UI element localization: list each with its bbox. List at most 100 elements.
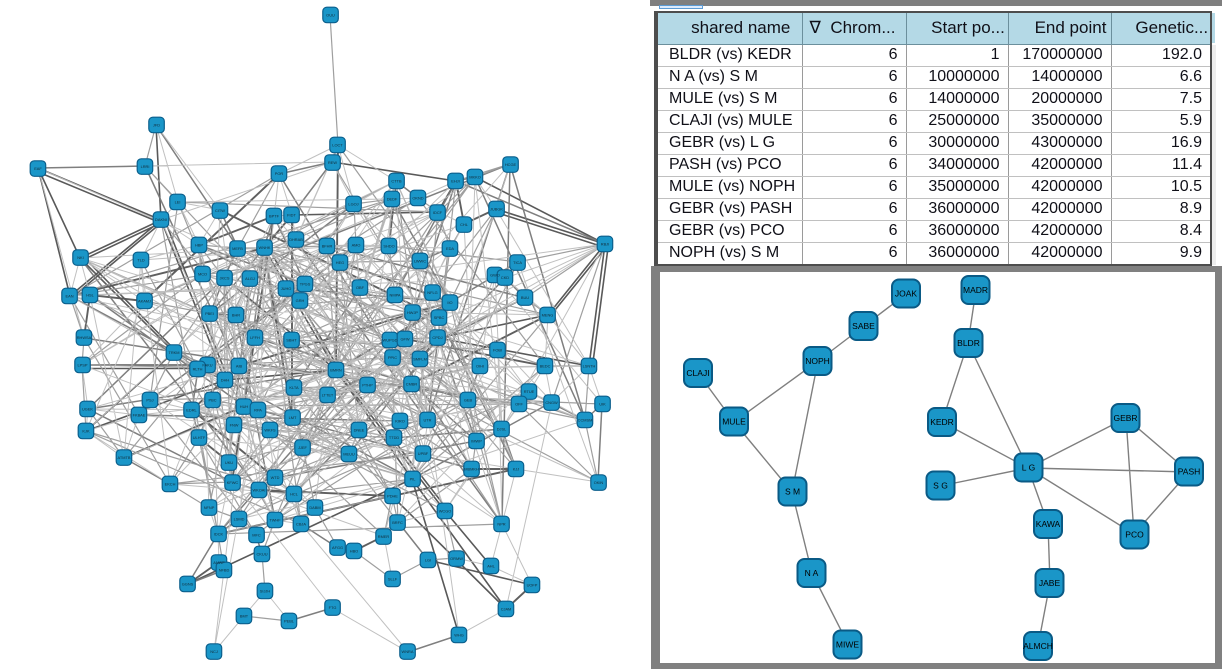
svg-text:NCJ: NCJ <box>210 649 218 654</box>
svg-text:UGEK: UGEK <box>82 407 93 412</box>
svg-text:GWO: GWO <box>490 273 500 278</box>
svg-text:BFHR: BFHR <box>322 244 333 249</box>
svg-text:BMRN: BMRN <box>330 368 342 373</box>
svg-text:SMFLM: SMFLM <box>413 357 427 362</box>
svg-text:JABE: JABE <box>1039 578 1061 588</box>
svg-text:FTG: FTG <box>329 605 337 610</box>
svg-text:TLD: TLD <box>137 258 145 263</box>
svg-text:RPA: RPA <box>254 408 262 413</box>
svg-text:S G: S G <box>933 481 948 491</box>
svg-text:WUPGD: WUPGD <box>383 338 398 343</box>
svg-text:NPR: NPR <box>497 522 505 527</box>
svg-text:KAWA: KAWA <box>1036 519 1061 529</box>
svg-text:BLDR: BLDR <box>957 338 980 348</box>
svg-text:WNHK: WNHK <box>259 245 271 250</box>
svg-text:MBMKH: MBMKH <box>464 467 479 472</box>
svg-text:JKCS: JKCS <box>220 276 230 281</box>
svg-text:HBP: HBP <box>195 243 203 248</box>
svg-text:SPBC: SPBC <box>434 315 445 320</box>
svg-text:GEBR: GEBR <box>1113 413 1137 423</box>
svg-text:UKU: UKU <box>225 460 233 465</box>
svg-text:NFLG: NFLG <box>427 290 437 295</box>
svg-text:HCGE: HCGE <box>505 162 517 167</box>
svg-text:UPBF: UPBF <box>418 451 429 456</box>
svg-text:DABM: DABM <box>309 505 320 510</box>
svg-text:DHRAB: DHRAB <box>289 237 303 242</box>
svg-text:MIWE: MIWE <box>836 640 859 650</box>
svg-text:LMT: LMT <box>289 415 297 420</box>
svg-text:ALGJ: ALGJ <box>245 276 255 281</box>
svg-text:FOBI: FOBI <box>493 348 502 353</box>
svg-text:PBC: PBC <box>209 398 217 403</box>
svg-text:CITW: CITW <box>215 208 225 213</box>
svg-text:EDA: EDA <box>446 246 454 251</box>
svg-text:KEDR: KEDR <box>930 417 954 427</box>
svg-text:PIL: PIL <box>410 477 417 482</box>
svg-text:WKFS: WKFS <box>264 428 276 433</box>
svg-text:UTR: UTR <box>424 418 432 423</box>
svg-text:LSNTH: LSNTH <box>583 364 596 369</box>
svg-text:ANWF: ANWF <box>213 560 225 565</box>
svg-text:LRRI: LRRI <box>141 164 150 169</box>
svg-text:FNW: FNW <box>230 423 239 428</box>
svg-text:NOPH: NOPH <box>805 356 830 366</box>
svg-text:EDRL: EDRL <box>186 408 197 413</box>
svg-text:HBO: HBO <box>350 549 358 554</box>
svg-text:BHR: BHR <box>232 313 240 318</box>
svg-text:FAKU: FAKU <box>202 363 212 368</box>
svg-text:JOAK: JOAK <box>895 289 918 299</box>
svg-text:POR: POR <box>275 171 284 176</box>
svg-text:SLLF: SLLF <box>388 577 398 582</box>
svg-text:PDHE: PDHE <box>387 494 398 499</box>
svg-text:TICA: TICA <box>513 260 522 265</box>
svg-text:SIJJH: SIJJH <box>260 589 271 594</box>
svg-text:BEDC: BEDC <box>540 364 551 369</box>
svg-text:RMER: RMER <box>378 534 390 539</box>
svg-text:MCO: MCO <box>198 272 207 277</box>
svg-text:IIO: IIO <box>447 300 452 305</box>
svg-text:CNGW: CNGW <box>545 400 558 405</box>
svg-text:MADR: MADR <box>963 285 988 295</box>
svg-text:S M: S M <box>785 487 800 497</box>
svg-text:OUU: OUU <box>326 13 335 18</box>
svg-text:WKOAI: WKOAI <box>253 488 266 493</box>
svg-text:HEG: HEG <box>336 260 344 265</box>
svg-text:RLTH: RLTH <box>193 367 203 372</box>
svg-text:LPSP: LPSP <box>78 363 88 368</box>
svg-text:NFBD: NFBD <box>219 568 230 573</box>
svg-text:GGNS: GGNS <box>182 582 194 587</box>
svg-text:MENG: MENG <box>542 313 554 318</box>
svg-text:ORMW: ORMW <box>450 556 463 561</box>
svg-text:CHL: CHL <box>460 222 469 227</box>
svg-text:TWHF: TWHF <box>269 518 281 523</box>
svg-text:ULHTF: ULHTF <box>193 435 206 440</box>
svg-text:RBJI: RBJI <box>601 242 609 247</box>
svg-text:GFW: GFW <box>400 337 409 342</box>
svg-text:RHWSA: RHWSA <box>77 335 92 340</box>
svg-text:MKKO: MKKO <box>469 175 480 180</box>
svg-text:MULE: MULE <box>722 417 746 427</box>
svg-text:PBEI: PBEI <box>205 311 214 316</box>
svg-text:OKND: OKND <box>412 196 423 201</box>
svg-text:DNEE: DNEE <box>354 428 365 433</box>
svg-text:LOCT: LOCT <box>332 143 343 148</box>
svg-text:PPIC: PPIC <box>388 355 397 360</box>
svg-text:AHL: AHL <box>487 564 495 569</box>
svg-text:ATMTB: ATMTB <box>118 455 131 460</box>
svg-text:MFC: MFC <box>252 533 261 538</box>
svg-text:LFFH: LFFH <box>250 335 260 340</box>
svg-text:EHJI: EHJI <box>451 179 459 184</box>
svg-text:WCGO: WCGO <box>439 509 452 514</box>
svg-text:CTTB: CTTB <box>391 179 402 184</box>
svg-text:FKBAE: FKBAE <box>133 413 146 418</box>
svg-text:TTDD: TTDD <box>389 435 400 440</box>
svg-text:TRKM: TRKM <box>168 350 179 355</box>
svg-text:BMT: BMT <box>240 614 249 619</box>
svg-text:LSMD: LSMD <box>234 517 245 522</box>
svg-text:GEB: GEB <box>464 398 473 403</box>
svg-text:UIK: UIK <box>599 402 606 407</box>
svg-text:DAKNI: DAKNI <box>155 217 167 222</box>
svg-text:NKI: NKI <box>77 255 84 260</box>
svg-text:KFWC: KFWC <box>227 480 239 485</box>
svg-text:IDCK: IDCK <box>214 532 224 537</box>
